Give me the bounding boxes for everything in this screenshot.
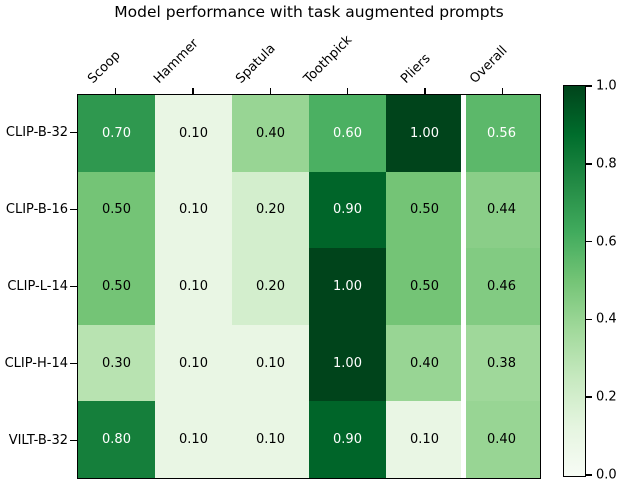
heatmap-cell: 0.46 (463, 248, 540, 325)
column-label: Scoop (84, 48, 124, 87)
heatmap-cell: 0.40 (386, 324, 463, 402)
heatmap-cell: 0.44 (463, 171, 540, 249)
heatmap-cell: 0.10 (386, 401, 463, 478)
chart-title: Model performance with task augmented pr… (114, 3, 504, 21)
y-axis-labels: CLIP-B-32 CLIP-B-16 CLIP-L-14 CLIP-H-14 VILT… (0, 94, 68, 479)
row-label: CLIP-B-32 (5, 125, 68, 140)
colorbar-tick (586, 85, 592, 87)
colorbar-tick-label: 0.8 (596, 156, 617, 172)
x-axis-tick (192, 88, 194, 94)
colorbar-tick-label: 0.6 (596, 234, 617, 250)
y-axis-tick (70, 208, 77, 211)
heatmap-cell: 0.90 (309, 171, 386, 249)
heatmap-cell: 0.50 (78, 171, 155, 249)
column-label: Pliers (397, 51, 434, 87)
x-axis-tick (114, 88, 117, 94)
colorbar-tick-label: 0.2 (596, 389, 617, 405)
row-label: CLIP-H-14 (4, 356, 68, 371)
column-label: Toothpick (301, 32, 356, 87)
heatmap-cell: 0.40 (232, 95, 309, 172)
heatmap-cell: 0.38 (463, 324, 540, 402)
y-axis-tick (70, 285, 77, 288)
heatmap-cell: 0.50 (386, 248, 463, 325)
heatmap-cell: 0.10 (232, 401, 309, 478)
heatmap-cell: 0.50 (78, 248, 155, 325)
heatmap-cell: 0.20 (232, 248, 309, 325)
heatmap-cell: 0.10 (155, 324, 232, 402)
heatmap-cell: 0.50 (386, 171, 463, 249)
heatmap-cell: 0.10 (155, 401, 232, 478)
overall-column-separator (460, 95, 466, 478)
x-axis-tick (269, 88, 272, 94)
column-label: Spatula (233, 41, 279, 87)
heatmap-cell: 0.30 (78, 324, 155, 402)
heatmap-cell: 1.00 (309, 324, 386, 402)
x-axis-tick (346, 88, 349, 94)
colorbar-tick-label: 1.0 (596, 78, 617, 94)
heatmap-cell: 0.10 (232, 324, 309, 402)
row-label: VILT-B-32 (8, 433, 68, 448)
heatmap-cell: 0.60 (309, 95, 386, 172)
colorbar-tick-label: 0.0 (596, 467, 617, 483)
heatmap-cell: 0.20 (232, 171, 309, 249)
x-axis-tick (424, 88, 426, 94)
colorbar-tick (586, 318, 592, 321)
heatmap-cell: 0.10 (155, 248, 232, 325)
heatmap-cell: 0.80 (78, 401, 155, 478)
colorbar-tick (586, 163, 592, 165)
colorbar (563, 85, 586, 477)
y-axis-tick (70, 362, 77, 365)
colorbar-tick (586, 240, 592, 243)
row-label: CLIP-L-14 (7, 279, 68, 294)
heatmap-cell: 0.40 (463, 401, 540, 478)
heatmap-cell: 0.10 (155, 95, 232, 172)
row-label: CLIP-B-16 (5, 202, 68, 217)
colorbar-tick-label: 0.4 (596, 311, 617, 327)
colorbar-tick (586, 474, 592, 476)
y-axis-tick (70, 131, 77, 134)
heatmap-cell: 0.70 (78, 95, 155, 172)
column-label: Overall (467, 43, 511, 87)
y-axis-tick (70, 439, 77, 442)
heatmap-cell: 0.56 (463, 95, 540, 172)
column-label: Hammer (150, 36, 202, 87)
colorbar-tick (586, 396, 592, 398)
heatmap-cell: 1.00 (309, 248, 386, 325)
heatmap: 0.70 0.10 0.40 0.60 1.00 0.56 0.50 0.10 0.20 0.90… (77, 94, 541, 479)
heatmap-cell: 0.90 (309, 401, 386, 478)
heatmap-cell: 1.00 (386, 95, 463, 172)
x-axis-tick (501, 88, 504, 94)
heatmap-cell: 0.10 (155, 171, 232, 249)
